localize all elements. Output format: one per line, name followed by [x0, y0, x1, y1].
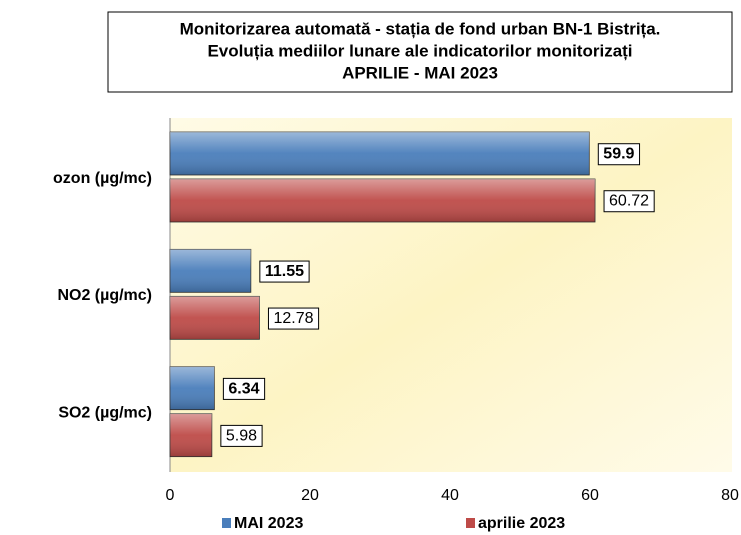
value-label: 60.72: [609, 193, 649, 210]
x-tick-label: 20: [301, 487, 319, 504]
value-label: 6.34: [228, 380, 259, 397]
bar-shine: [170, 366, 215, 410]
chart-title: Evoluția mediilor lunare ale indicatoril…: [207, 41, 632, 60]
value-label: 5.98: [226, 427, 257, 444]
value-label-box: [220, 424, 263, 447]
legend-label: MAI 2023: [234, 515, 303, 532]
y-tick-label: SO2 (µg/mc): [58, 405, 152, 422]
bar-shine: [170, 132, 590, 175]
bar-shine: [170, 179, 596, 222]
title-box: [107, 11, 733, 93]
legend-swatch: [466, 518, 475, 528]
legend-label: aprilie 2023: [478, 515, 565, 532]
y-tick-label: NO2 (µg/mc): [57, 287, 152, 304]
chart-title: APRILIE - MAI 2023: [342, 63, 498, 82]
x-tick-label: 0: [166, 487, 175, 504]
y-tick-label: ozon (µg/mc): [53, 170, 152, 187]
x-tick-label: 40: [441, 487, 459, 504]
bar-shine: [170, 249, 251, 293]
x-tick-label: 80: [721, 487, 739, 504]
value-label-box: [267, 307, 320, 330]
value-label: 59.9: [603, 146, 634, 163]
legend-swatch: [222, 518, 231, 528]
bar-shine: [170, 296, 260, 340]
value-label-box: [222, 377, 266, 400]
value-label-box: [597, 143, 641, 166]
value-label: 12.78: [273, 310, 313, 327]
value-label-box: [259, 260, 310, 283]
chart-title: Monitorizarea automată - stația de fond …: [180, 19, 661, 38]
value-label-box: [603, 190, 655, 213]
x-tick-label: 60: [581, 487, 599, 504]
plot-area: [170, 118, 732, 472]
bar-shine: [170, 413, 212, 457]
value-label: 11.55: [265, 263, 304, 280]
